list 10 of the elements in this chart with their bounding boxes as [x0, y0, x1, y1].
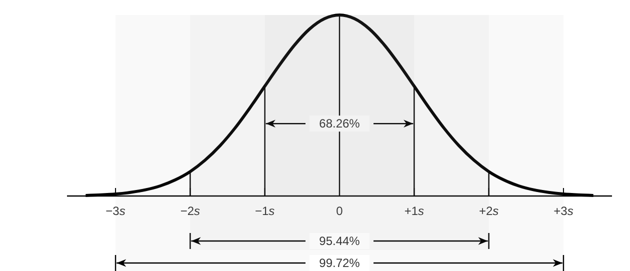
x-tick-label: −1s [255, 204, 275, 218]
x-tick-label: 0 [336, 204, 344, 218]
band-label: 99.72% [319, 256, 360, 270]
x-tick-label: +3s [554, 204, 574, 218]
band-label: 68.26% [319, 116, 360, 131]
band-label: 95.44% [319, 234, 360, 248]
x-tick-label: +1s [404, 204, 424, 218]
x-tick-label: −2s [180, 204, 200, 218]
x-tick-label: +2s [478, 204, 499, 218]
x-tick-label: −3s [106, 204, 126, 218]
